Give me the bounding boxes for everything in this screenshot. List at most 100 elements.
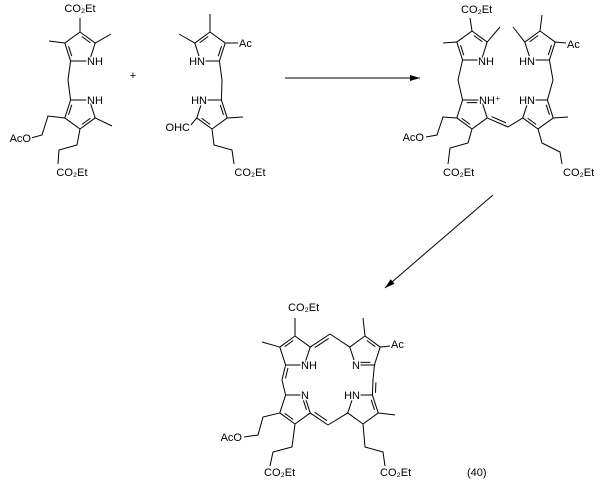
ring-bond <box>347 412 364 425</box>
product-aco-label: AcO <box>221 432 243 444</box>
bond <box>380 345 391 348</box>
ring-double-bond <box>461 117 471 125</box>
bond <box>512 26 526 43</box>
intermediate-hn-bottom-right-label: HN <box>519 95 535 107</box>
chain-bond <box>269 423 296 467</box>
ring-bond <box>209 31 226 44</box>
ring-double-bond <box>68 104 73 115</box>
ring-bond <box>524 41 532 61</box>
intermediate-ester-right-label: CO₂Et <box>563 167 594 179</box>
bond <box>378 412 396 416</box>
ring-bond <box>64 42 72 62</box>
bond <box>281 379 287 396</box>
ring-bond <box>471 117 488 130</box>
ring-bond <box>88 42 96 62</box>
chain-bond <box>457 59 464 101</box>
ring-bond <box>88 99 96 119</box>
product-nh-label: NH <box>301 360 317 372</box>
intermediate-aco-label: AcO <box>403 132 425 144</box>
chain-bond <box>362 423 386 467</box>
ring-bond <box>294 412 311 425</box>
chain-bond <box>425 116 457 138</box>
ring-double-bond <box>366 340 376 348</box>
ring-bond <box>79 117 96 130</box>
plus-sign: + <box>130 70 136 82</box>
ring-bond <box>349 335 366 348</box>
ring-bond <box>546 99 554 119</box>
reactant1-bottom-ester-label: CO₂Et <box>56 167 87 179</box>
ring-double-bond <box>81 36 91 44</box>
ring-double-bond <box>547 45 552 56</box>
ring-bond <box>303 394 311 414</box>
bond <box>442 41 457 44</box>
ring-bond <box>456 99 464 119</box>
reactant1-nh-top-label: NH <box>87 56 103 68</box>
reactant1-nh-bottom-label: NH <box>87 95 103 107</box>
ring-bond <box>456 41 464 61</box>
ring-bond <box>194 31 211 44</box>
bond <box>327 412 349 426</box>
ring-bond <box>279 335 296 348</box>
ring-bond <box>539 30 556 43</box>
product-ac-label: Ac <box>391 339 404 351</box>
bond <box>329 333 351 348</box>
intermediate-nh-top-left-label: NH <box>478 56 494 68</box>
ring-double-bond <box>217 46 222 57</box>
bond <box>555 41 567 44</box>
chain-bond <box>546 59 554 101</box>
arrow-head-icon <box>410 75 420 81</box>
ring-bond <box>79 31 96 44</box>
intermediate-hn-top-right-label: HN <box>519 56 535 68</box>
bond <box>178 33 196 44</box>
product-hn-label: HN <box>344 390 360 402</box>
product-ester-right-label: CO₂Et <box>380 467 411 479</box>
bond <box>94 33 112 44</box>
ring-bond <box>522 99 530 119</box>
bond <box>309 333 331 348</box>
bond <box>372 364 375 381</box>
ring-bond <box>220 99 228 119</box>
bond <box>189 117 198 127</box>
ring-double-bond <box>201 117 211 125</box>
ring-bond <box>524 30 541 43</box>
bond <box>95 117 113 127</box>
bond <box>362 317 366 337</box>
intermediate-ac-label: Ac <box>567 39 580 51</box>
product-n-bottom-label: N <box>301 390 309 402</box>
reactant2-ac-label: Ac <box>239 38 252 50</box>
bond-lines <box>30 14 569 467</box>
reactant1-top-ester-label: CO₂Et <box>64 3 95 15</box>
ring-double-bond <box>529 35 539 43</box>
ring-bond <box>456 30 473 43</box>
ring-bond <box>349 346 357 366</box>
compound-number-label: (40) <box>467 467 487 479</box>
ring-bond <box>480 99 488 119</box>
bond <box>281 364 287 381</box>
ring-bond <box>362 412 379 425</box>
ring-bond <box>373 346 381 366</box>
bond <box>48 40 65 44</box>
ring-double-bond <box>219 104 224 115</box>
product-top-ester-label: CO₂Et <box>288 302 319 314</box>
ring-double-bond <box>370 399 375 410</box>
chain-bond <box>211 128 235 165</box>
ring-bond <box>194 42 202 62</box>
reactant2-hn-bottom-label: HN <box>191 95 207 107</box>
ring-bond <box>218 42 226 62</box>
ring-double-bond <box>545 104 550 115</box>
chain-bond <box>218 60 223 101</box>
chain-bond <box>537 128 563 165</box>
ring-bond <box>64 117 81 130</box>
ring-bond <box>347 394 355 414</box>
bond <box>309 412 329 426</box>
ring-bond <box>196 99 204 119</box>
ring-bond <box>211 117 228 130</box>
bond <box>371 379 374 396</box>
ring-bond <box>196 117 213 130</box>
bond <box>507 117 524 128</box>
bond <box>261 341 280 348</box>
chain-bond <box>67 60 72 101</box>
product-ester-left-label: CO₂Et <box>264 467 295 479</box>
ring-bond <box>537 117 554 130</box>
